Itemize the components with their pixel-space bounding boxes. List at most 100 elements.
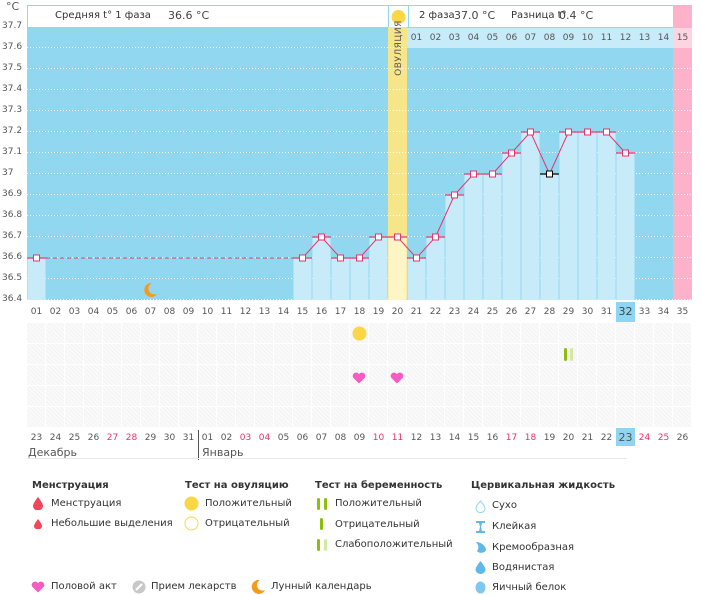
event-cell[interactable] (654, 344, 672, 364)
event-cell[interactable] (179, 386, 197, 406)
x-tick-label[interactable]: 07 (144, 307, 157, 317)
event-cell[interactable] (331, 323, 349, 343)
event-cell[interactable] (426, 365, 444, 385)
event-cell[interactable] (616, 323, 634, 343)
event-cell[interactable] (198, 407, 216, 427)
x-tick-label[interactable]: 23 (448, 307, 461, 317)
event-cell[interactable] (198, 323, 216, 343)
calendar-date[interactable]: 11 (391, 433, 404, 443)
event-cell[interactable] (160, 407, 178, 427)
event-cell[interactable] (483, 407, 501, 427)
event-cell[interactable] (160, 323, 178, 343)
event-cell[interactable] (578, 323, 596, 343)
calendar-date[interactable]: 14 (448, 433, 461, 443)
event-cell[interactable] (255, 386, 273, 406)
event-cell[interactable] (445, 323, 463, 343)
x-tick-label[interactable]: 35 (676, 307, 689, 317)
event-cell[interactable] (388, 407, 406, 427)
x-tick-label[interactable]: 16 (315, 307, 328, 317)
event-cell[interactable] (198, 365, 216, 385)
event-cell[interactable] (84, 407, 102, 427)
calendar-date[interactable]: 23 (30, 433, 43, 443)
event-cell[interactable] (426, 386, 444, 406)
event-cell[interactable] (46, 344, 64, 364)
ovulation-test-positive-icon[interactable] (352, 326, 367, 345)
calendar-date[interactable]: 15 (467, 433, 480, 443)
x-tick-label[interactable]: 27 (524, 307, 537, 317)
event-cell[interactable] (597, 323, 615, 343)
event-cell[interactable] (369, 365, 387, 385)
event-cell[interactable] (312, 365, 330, 385)
x-tick-label[interactable]: 11 (220, 307, 233, 317)
calendar-date[interactable]: 12 (410, 433, 423, 443)
event-cell[interactable] (103, 365, 121, 385)
event-cell[interactable] (540, 365, 558, 385)
event-cell[interactable] (350, 344, 368, 364)
event-cell[interactable] (616, 344, 634, 364)
event-cell[interactable] (597, 365, 615, 385)
x-tick-label[interactable]: 06 (125, 307, 138, 317)
event-cell[interactable] (65, 344, 83, 364)
x-tick-label[interactable]: 25 (486, 307, 499, 317)
event-cell[interactable] (464, 365, 482, 385)
x-tick-label[interactable]: 22 (429, 307, 442, 317)
calendar-date[interactable]: 21 (581, 433, 594, 443)
event-cell[interactable] (635, 344, 653, 364)
event-cell[interactable] (122, 407, 140, 427)
calendar-date[interactable]: 06 (296, 433, 309, 443)
event-cell[interactable] (521, 407, 539, 427)
event-cell[interactable] (369, 386, 387, 406)
event-cell[interactable] (521, 344, 539, 364)
event-cell[interactable] (388, 323, 406, 343)
event-cell[interactable] (217, 344, 235, 364)
event-cell[interactable] (559, 386, 577, 406)
event-cell[interactable] (426, 323, 444, 343)
event-cell[interactable] (312, 386, 330, 406)
event-cell[interactable] (540, 407, 558, 427)
event-cell[interactable] (103, 407, 121, 427)
event-cell[interactable] (502, 323, 520, 343)
event-cell[interactable] (521, 323, 539, 343)
event-cell[interactable] (635, 386, 653, 406)
pregnancy-test-weak-icon[interactable] (563, 347, 575, 366)
calendar-date[interactable]: 23 (616, 428, 635, 446)
event-cell[interactable] (426, 407, 444, 427)
event-cell[interactable] (654, 323, 672, 343)
x-tick-label[interactable]: 31 (600, 307, 613, 317)
event-cell[interactable] (654, 386, 672, 406)
calendar-date[interactable]: 04 (258, 433, 271, 443)
x-tick-label[interactable]: 33 (638, 307, 651, 317)
event-cell[interactable] (578, 386, 596, 406)
calendar-date[interactable]: 08 (334, 433, 347, 443)
event-cell[interactable] (179, 365, 197, 385)
intercourse-heart-icon[interactable] (352, 369, 366, 388)
event-cell[interactable] (445, 344, 463, 364)
event-cell[interactable] (122, 323, 140, 343)
event-cell[interactable] (502, 386, 520, 406)
calendar-date[interactable]: 27 (106, 433, 119, 443)
event-cell[interactable] (673, 344, 691, 364)
x-tick-label[interactable]: 12 (239, 307, 252, 317)
event-cell[interactable] (293, 344, 311, 364)
event-cell[interactable] (407, 386, 425, 406)
event-cell[interactable] (331, 365, 349, 385)
x-tick-label[interactable]: 09 (182, 307, 195, 317)
event-cell[interactable] (312, 344, 330, 364)
event-cell[interactable] (293, 407, 311, 427)
calendar-date[interactable]: 01 (201, 433, 214, 443)
event-cell[interactable] (274, 407, 292, 427)
x-tick-label[interactable]: 29 (562, 307, 575, 317)
event-cell[interactable] (236, 407, 254, 427)
event-cell[interactable] (483, 386, 501, 406)
intercourse-heart-icon[interactable] (390, 369, 404, 388)
event-cell[interactable] (255, 344, 273, 364)
event-cell[interactable] (578, 344, 596, 364)
x-tick-label[interactable]: 19 (372, 307, 385, 317)
calendar-date[interactable]: 28 (125, 433, 138, 443)
event-cell[interactable] (350, 386, 368, 406)
event-cell[interactable] (236, 323, 254, 343)
calendar-date[interactable]: 13 (429, 433, 442, 443)
calendar-date[interactable]: 26 (676, 433, 689, 443)
event-cell[interactable] (293, 365, 311, 385)
event-cell[interactable] (654, 407, 672, 427)
